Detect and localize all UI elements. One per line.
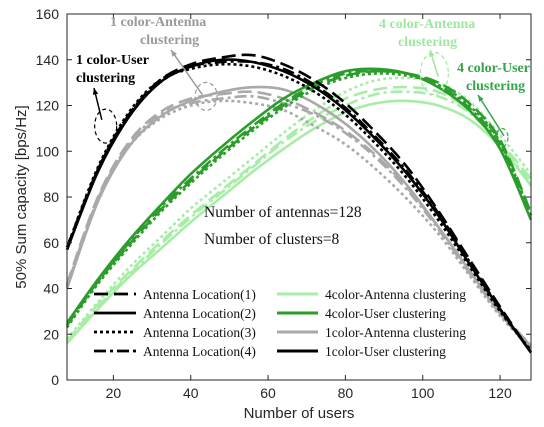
annotation-ellipse [94, 108, 118, 144]
legend-label-location4: Antenna Location(4) [143, 344, 256, 359]
y-tick-label: 100 [36, 143, 60, 159]
x-tick-label: 60 [260, 385, 276, 401]
series-line-1color-antenna-clustering-1 [65, 90, 532, 347]
series-line-1color-user-clustering-4 [65, 60, 533, 354]
series-line-4color-user-clustering-1 [65, 69, 533, 326]
annotation-ellipse [194, 81, 218, 111]
legend-label-location3: Antenna Location(3) [143, 325, 256, 340]
x-tick-label: 40 [183, 385, 199, 401]
annotation-4color-user-line1: 4 color-User [457, 61, 530, 76]
axis-ticks: 20 40 60 80 100 120 0 20 40 60 80 100 120 140 160 [36, 6, 531, 401]
series-line-1color-antenna-clustering-2 [65, 85, 532, 349]
info-clusters: Number of clusters=8 [204, 231, 340, 248]
annotation-arrows [92, 49, 505, 137]
annotation-1color-user-line2: clustering [76, 71, 135, 86]
annotation-ellipse [419, 51, 449, 96]
annotation-1color-antenna-line1: 1 color-Antenna [110, 15, 206, 30]
series-line-4color-antenna-clustering-2 [66, 99, 533, 345]
legend-label-4color-antenna: 4color-Antenna clustering [325, 287, 466, 302]
x-tick-label: 20 [106, 385, 122, 401]
legend-label-1color-user: 1color-User clustering [325, 344, 446, 359]
annotation-1color-antenna-line2: clustering [140, 33, 199, 48]
series-line-1color-antenna-clustering-3 [65, 99, 532, 349]
series-line-1color-antenna-clustering-4 [65, 94, 532, 347]
legend-label-location1: Antenna Location(1) [143, 287, 256, 302]
annotation-arrow [170, 49, 203, 96]
x-tick-label: 120 [488, 385, 512, 401]
y-tick-label: 140 [36, 52, 60, 68]
annotation-arrow [429, 49, 439, 77]
series-line-4color-user-clustering-3 [65, 72, 533, 329]
legend: Antenna Location(1) Antenna Location(2) … [94, 287, 466, 359]
series-layer [65, 53, 533, 354]
x-tick-label: 100 [411, 385, 435, 401]
annotation-4color-antenna-line1: 4 color-Antenna [379, 17, 475, 32]
annotation-1color-user-line1: 1 color-User [76, 53, 149, 68]
x-tick-label: 80 [338, 385, 354, 401]
legend-label-location2: Antenna Location(2) [143, 306, 256, 321]
annotation-4color-user-line2: clustering [466, 79, 525, 94]
y-tick-label: 120 [36, 98, 60, 114]
series-line-1color-user-clustering-3 [65, 62, 533, 352]
series-line-4color-user-clustering-4 [65, 69, 533, 326]
y-tick-label: 0 [51, 372, 59, 388]
annotation-ellipse [495, 127, 509, 148]
annotation-arrow [477, 94, 505, 137]
y-tick-label: 160 [36, 6, 60, 22]
series-line-4color-antenna-clustering-1 [66, 85, 532, 342]
series-line-4color-antenna-clustering-4 [66, 90, 533, 342]
y-tick-label: 60 [43, 235, 59, 251]
annotation-4color-antenna-line2: clustering [398, 35, 457, 50]
annotation-ellipses [94, 51, 509, 148]
y-tick-label: 40 [43, 281, 59, 297]
legend-label-1color-antenna: 1color-Antenna clustering [325, 325, 466, 340]
y-tick-label: 80 [43, 189, 59, 205]
annotation-arrow [92, 87, 103, 120]
info-antennas: Number of antennas=128 [204, 204, 362, 221]
y-tick-label: 20 [43, 326, 59, 342]
legend-label-4color-user: 4color-User clustering [325, 306, 446, 321]
y-axis-label: 50% Sum capacity [bps/Hz] [13, 105, 30, 288]
x-axis-label: Number of users [244, 405, 355, 422]
series-line-4color-user-clustering-2 [65, 67, 533, 324]
